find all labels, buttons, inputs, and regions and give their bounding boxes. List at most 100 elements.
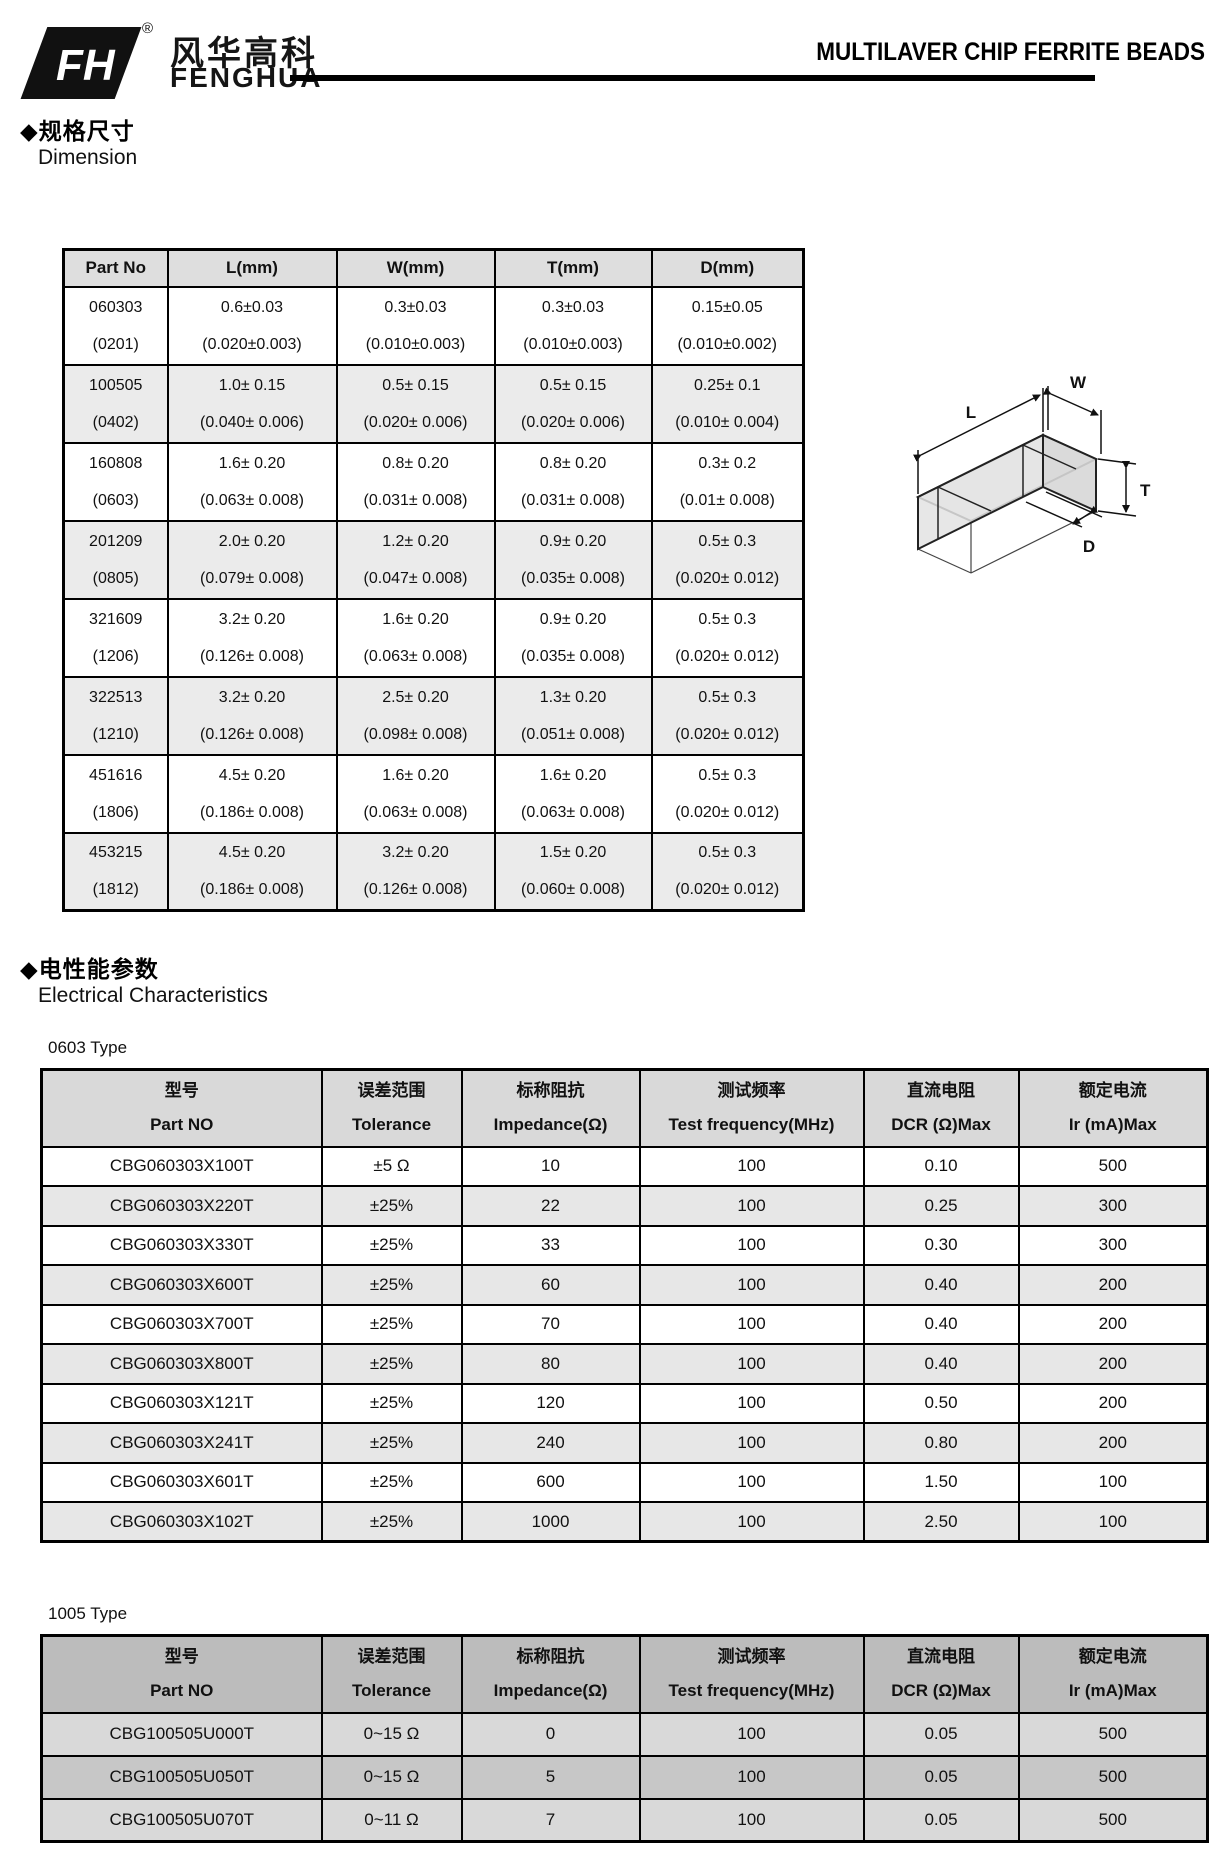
value-cell: ±25% — [320, 1303, 463, 1345]
column-header: 测试频率 Test frequency(MHz) — [638, 1068, 865, 1148]
dimension-cell: 0.15±0.05 (0.010±0.002) — [650, 285, 805, 366]
part-no-cell: CBG060303X601T — [40, 1461, 323, 1503]
table-header-row: 型号 Part NO 误差范围 Tolerance 标称阻抗 Impedance(Ω) 测试… — [40, 1068, 1209, 1148]
value-cell: 0.80 — [862, 1422, 1020, 1464]
value-cell: 0~15 Ω — [320, 1711, 463, 1757]
part-no-cell: CBG060303X330T — [40, 1224, 323, 1266]
column-header: W(mm) — [335, 248, 496, 288]
dimension-cell: 0.5± 0.3 (0.020± 0.012) — [650, 675, 805, 756]
column-header: 额定电流 Ir (mA)Max — [1017, 1634, 1209, 1714]
value-cell: 100 — [638, 1754, 865, 1800]
part-no-cell: 201209 (0805) — [62, 519, 169, 600]
value-cell: ±25% — [320, 1461, 463, 1503]
dimension-cell: 2.0± 0.20 (0.079± 0.008) — [166, 519, 338, 600]
column-header: 额定电流 Ir (mA)Max — [1017, 1068, 1209, 1148]
diagram-label-d: D — [1083, 537, 1095, 556]
header-divider — [290, 75, 1095, 81]
value-cell: 100 — [638, 1343, 865, 1385]
value-cell: ±25% — [320, 1382, 463, 1424]
table-row: 060303 (0201) 0.6±0.03 (0.020±0.003) 0.3±0.0… — [62, 285, 805, 366]
value-cell: 300 — [1017, 1224, 1209, 1266]
electrical-table-1005: 型号 Part NO 误差范围 Tolerance 标称阻抗 Impedance(Ω) 测试… — [40, 1634, 1209, 1843]
value-cell: ±25% — [320, 1264, 463, 1306]
value-cell: 100 — [638, 1422, 865, 1464]
part-no-cell: 160808 (0603) — [62, 441, 169, 522]
dimension-cell: 2.5± 0.20 (0.098± 0.008) — [335, 675, 496, 756]
table-row: CBG060303X102T ±25% 1000 100 2.50 100 — [40, 1501, 1209, 1543]
diagram-label-t: T — [1140, 481, 1151, 500]
part-no-cell: CBG060303X121T — [40, 1382, 323, 1424]
dimension-cell: 0.5± 0.15 (0.020± 0.006) — [493, 363, 653, 444]
dimension-heading-en: Dimension — [38, 146, 138, 169]
value-cell: 2.50 — [862, 1501, 1020, 1543]
value-cell: 0.50 — [862, 1382, 1020, 1424]
part-no-cell: CBG060303X241T — [40, 1422, 323, 1464]
value-cell: 100 — [638, 1797, 865, 1843]
value-cell: 300 — [1017, 1185, 1209, 1227]
dimension-heading-cn: ◆规格尺寸 — [20, 118, 135, 144]
table-row: 451616 (1806) 4.5± 0.20 (0.186± 0.008) 1.6± … — [62, 753, 805, 834]
column-header: L(mm) — [166, 248, 338, 288]
dimension-cell: 0.5± 0.3 (0.020± 0.012) — [650, 831, 805, 912]
dimension-cell: 1.6± 0.20 (0.063± 0.008) — [335, 597, 496, 678]
dimension-cell: 1.6± 0.20 (0.063± 0.008) — [335, 753, 496, 834]
dimension-cell: 3.2± 0.20 (0.126± 0.008) — [335, 831, 496, 912]
value-cell: 60 — [460, 1264, 641, 1306]
dimension-cell: 0.8± 0.20 (0.031± 0.008) — [493, 441, 653, 522]
value-cell: 500 — [1017, 1754, 1209, 1800]
table-row: CBG060303X601T ±25% 600 100 1.50 100 — [40, 1461, 1209, 1503]
table-row: CBG060303X100T ±5 Ω 10 100 0.10 500 — [40, 1145, 1209, 1187]
value-cell: 500 — [1017, 1711, 1209, 1757]
dimension-cell: 3.2± 0.20 (0.126± 0.008) — [166, 597, 338, 678]
dimension-cell: 0.6±0.03 (0.020±0.003) — [166, 285, 338, 366]
value-cell: 0.05 — [862, 1754, 1020, 1800]
dimension-cell: 1.6± 0.20 (0.063± 0.008) — [493, 753, 653, 834]
column-header: 直流电阻 DCR (Ω)Max — [862, 1068, 1020, 1148]
value-cell: ±25% — [320, 1501, 463, 1543]
dimension-cell: 0.9± 0.20 (0.035± 0.008) — [493, 519, 653, 600]
diagram-label-w: W — [1070, 373, 1087, 392]
value-cell: 100 — [638, 1145, 865, 1187]
part-no-cell: CBG060303X800T — [40, 1343, 323, 1385]
dimension-cell: 1.3± 0.20 (0.051± 0.008) — [493, 675, 653, 756]
value-cell: ±25% — [320, 1422, 463, 1464]
table-row: CBG060303X800T ±25% 80 100 0.40 200 — [40, 1343, 1209, 1385]
table-row: 453215 (1812) 4.5± 0.20 (0.186± 0.008) 3.2± … — [62, 831, 805, 912]
electrical-heading-cn: ◆电性能参数 — [20, 956, 159, 982]
part-no-cell: CBG100505U000T — [40, 1711, 323, 1757]
part-no-cell: CBG100505U050T — [40, 1754, 323, 1800]
column-header: 标称阻抗 Impedance(Ω) — [460, 1068, 641, 1148]
value-cell: 120 — [460, 1382, 641, 1424]
value-cell: 0.05 — [862, 1711, 1020, 1757]
column-header: 标称阻抗 Impedance(Ω) — [460, 1634, 641, 1714]
dimension-cell: 0.8± 0.20 (0.031± 0.008) — [335, 441, 496, 522]
column-header: Part No — [62, 248, 169, 288]
part-no-cell: 321609 (1206) — [62, 597, 169, 678]
table-row: CBG060303X600T ±25% 60 100 0.40 200 — [40, 1264, 1209, 1306]
value-cell: 33 — [460, 1224, 641, 1266]
dimension-cell: 0.3±0.03 (0.010±0.003) — [493, 285, 653, 366]
dimension-cell: 3.2± 0.20 (0.126± 0.008) — [166, 675, 338, 756]
value-cell: 100 — [638, 1501, 865, 1543]
column-header: 测试频率 Test frequency(MHz) — [638, 1634, 865, 1714]
table-row: CBG060303X220T ±25% 22 100 0.25 300 — [40, 1185, 1209, 1227]
part-no-cell: 322513 (1210) — [62, 675, 169, 756]
part-no-cell: 100505 (0402) — [62, 363, 169, 444]
column-header: D(mm) — [650, 248, 805, 288]
value-cell: 1000 — [460, 1501, 641, 1543]
type-label-0603: 0603 Type — [48, 1038, 128, 1057]
value-cell: 0.40 — [862, 1264, 1020, 1306]
part-no-cell: CBG060303X102T — [40, 1501, 323, 1543]
value-cell: ±5 Ω — [320, 1145, 463, 1187]
value-cell: 600 — [460, 1461, 641, 1503]
value-cell: 0.25 — [862, 1185, 1020, 1227]
value-cell: 100 — [638, 1303, 865, 1345]
dimension-table: Part No L(mm) W(mm) T(mm) D(mm) 060303 (0201)… — [62, 248, 805, 912]
table-row: 201209 (0805) 2.0± 0.20 (0.079± 0.008) 1.2± … — [62, 519, 805, 600]
value-cell: 240 — [460, 1422, 641, 1464]
dimension-cell: 0.3±0.03 (0.010±0.003) — [335, 285, 496, 366]
value-cell: 7 — [460, 1797, 641, 1843]
dimension-cell: 0.5± 0.3 (0.020± 0.012) — [650, 753, 805, 834]
type-label-1005: 1005 Type — [48, 1604, 128, 1623]
